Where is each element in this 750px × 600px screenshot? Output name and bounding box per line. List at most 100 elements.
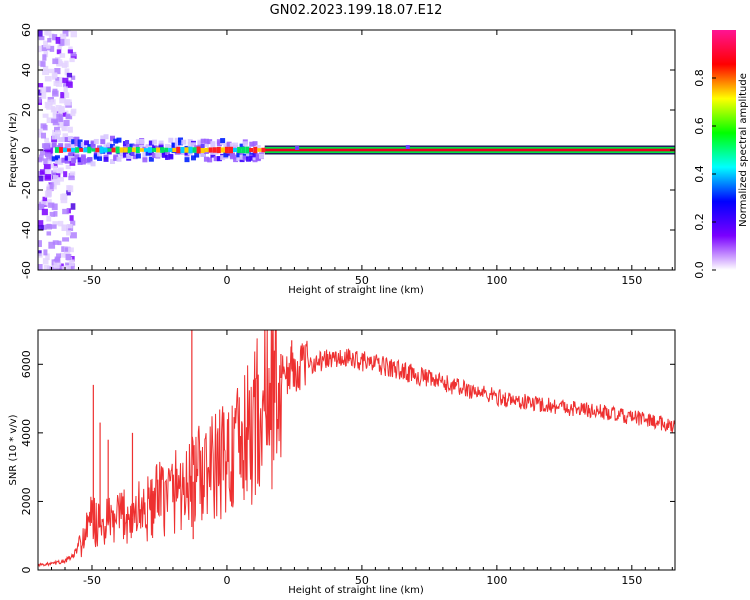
- noise-cell: [59, 77, 65, 84]
- noise-cell: [45, 30, 52, 36]
- ridge-halo-cell: [90, 145, 96, 151]
- noise-cell: [53, 80, 60, 86]
- noise-cell: [40, 86, 47, 94]
- noise-cell: [47, 160, 52, 168]
- snr-y-tick-label: 6000: [20, 350, 33, 378]
- noise-cell: [57, 45, 62, 50]
- noise-cell: [52, 110, 58, 116]
- noise-cell: [56, 49, 62, 55]
- noise-cell: [42, 54, 47, 61]
- spectrogram-x-tick-label: 0: [223, 274, 230, 287]
- ridge-halo-cell: [90, 161, 96, 167]
- snr-frame: [37, 329, 676, 571]
- noise-cell: [66, 230, 71, 236]
- noise-cell: [62, 133, 69, 140]
- ridge-halo-cell: [103, 144, 109, 150]
- colorbar: 0.0 0.2 0.4 0.6 0.8 Normalized spectral ampl…: [693, 30, 749, 279]
- ridge-core-cell: [192, 147, 197, 153]
- noise-cell: [44, 169, 51, 175]
- ridge-halo-cell: [174, 137, 180, 143]
- ridge-halo-cell: [184, 150, 190, 156]
- ridge-core-cell: [83, 147, 88, 153]
- ridge-core-cell: [103, 147, 108, 153]
- noise-cell: [52, 175, 59, 181]
- ridge-halo-cell: [203, 138, 209, 144]
- ridge-halo-cell: [77, 159, 83, 165]
- noise-cell: [42, 124, 48, 131]
- ridge-halo-cell: [80, 141, 86, 147]
- noise-cell: [70, 51, 77, 57]
- ridge-halo-cell: [239, 143, 245, 149]
- noise-cell: [59, 106, 65, 113]
- noise-cell: [52, 72, 58, 79]
- noise-cell: [46, 117, 54, 124]
- noise-cell: [64, 143, 71, 149]
- ridge-halo-cell: [148, 140, 154, 146]
- noise-cell: [68, 46, 73, 51]
- ridge-halo-cell: [258, 153, 264, 159]
- noise-cell: [65, 253, 72, 261]
- ridge-core-cell: [160, 147, 165, 153]
- noise-cell: [70, 54, 77, 59]
- noise-cell: [51, 203, 58, 211]
- colorbar-tick-label: 0.6: [693, 117, 706, 135]
- ridge-halo-cell: [233, 154, 239, 160]
- noise-cell: [39, 148, 46, 156]
- colorbar-scale: [712, 30, 736, 270]
- ridge-halo-cell: [200, 152, 206, 158]
- spectrogram-cells: [38, 30, 675, 270]
- noise-cell: [70, 110, 76, 117]
- ridge-core-cell: [164, 147, 169, 153]
- noise-cell: [48, 33, 55, 40]
- ridge-core-cell: [257, 148, 262, 152]
- ridge-halo-cell: [252, 152, 258, 158]
- noise-cell: [46, 44, 51, 49]
- noise-cell: [65, 113, 71, 119]
- ridge-halo-cell: [242, 155, 248, 161]
- ridge-core-cell: [168, 147, 173, 153]
- noise-cell: [57, 240, 62, 246]
- noise-cell: [70, 31, 77, 38]
- ridge-core-cell: [233, 147, 238, 153]
- noise-cell: [38, 175, 44, 182]
- noise-cell: [38, 128, 43, 136]
- noise-cell: [70, 256, 75, 262]
- noise-cell: [38, 250, 42, 256]
- ridge-halo-cell: [168, 153, 174, 159]
- ridge-halo-cell: [93, 154, 99, 160]
- noise-cell: [59, 252, 65, 258]
- noise-cell: [66, 190, 71, 196]
- noise-cell: [52, 90, 59, 97]
- ridge-halo-cell: [255, 145, 261, 151]
- noise-cell: [41, 208, 48, 216]
- ridge-halo-cell: [126, 154, 132, 160]
- spectrogram-panel: -50 0 50 100 150 -60 -40 -20 0 20 40 60 Height of s…: [8, 23, 676, 296]
- noise-cell: [69, 171, 76, 176]
- ridge-halo-cell: [93, 138, 99, 144]
- ridge-core-cell: [131, 147, 136, 153]
- ridge-halo-cell: [58, 158, 64, 164]
- ridge-halo-cell: [181, 139, 187, 145]
- ridge-core-cell: [184, 147, 189, 153]
- noise-cell: [59, 97, 66, 104]
- noise-cell: [55, 77, 60, 84]
- noise-cell: [51, 107, 57, 112]
- spectrogram-y-label: Frequency (Hz): [8, 112, 19, 188]
- ridge-core-cell: [241, 146, 246, 154]
- noise-cell: [40, 199, 48, 206]
- noise-cell: [46, 215, 52, 222]
- noise-cell: [60, 92, 65, 99]
- noise-cell: [48, 241, 56, 249]
- ridge-halo-cell: [213, 156, 219, 162]
- noise-cell: [38, 45, 42, 53]
- ridge-halo-cell: [216, 139, 222, 145]
- ridge-halo-cell: [220, 138, 226, 144]
- ridge-core-cell: [228, 146, 233, 154]
- snr-x-tick-label: 0: [223, 574, 230, 587]
- colorbar-tick-label: 0.8: [693, 69, 706, 87]
- noise-cell: [58, 220, 64, 227]
- noise-cell: [52, 221, 60, 226]
- noise-cell: [48, 68, 55, 74]
- ridge-halo-cell: [90, 140, 96, 146]
- spectrogram-x-tick-label: -50: [83, 274, 101, 287]
